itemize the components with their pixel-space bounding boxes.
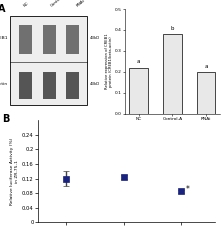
Y-axis label: Relative luciferase Activity (%)
in ZR-75-1: Relative luciferase Activity (%) in ZR-7… bbox=[10, 138, 19, 205]
Text: CREB1: CREB1 bbox=[0, 36, 8, 40]
Bar bbox=[65, 72, 79, 99]
Bar bbox=[43, 72, 56, 99]
Bar bbox=[197, 72, 216, 114]
Text: NC: NC bbox=[23, 1, 30, 8]
Bar bbox=[10, 16, 87, 105]
Text: RNAi: RNAi bbox=[76, 0, 86, 8]
Text: 43kD: 43kD bbox=[90, 82, 100, 86]
Text: B: B bbox=[2, 114, 10, 124]
Text: a: a bbox=[204, 64, 208, 69]
X-axis label: Different treatments in MCF-7 cell: Different treatments in MCF-7 cell bbox=[141, 124, 204, 128]
Bar bbox=[163, 34, 182, 113]
Text: A: A bbox=[0, 4, 5, 14]
Text: Control-A: Control-A bbox=[50, 0, 67, 8]
Text: a: a bbox=[137, 59, 141, 64]
Text: 43kD: 43kD bbox=[90, 36, 100, 40]
Y-axis label: Relative expression of CREB1
protein (CREB1/beta-actin): Relative expression of CREB1 protein (CR… bbox=[105, 33, 113, 89]
Bar bbox=[65, 25, 79, 54]
Bar bbox=[43, 25, 56, 54]
Text: *: * bbox=[186, 185, 189, 194]
Text: b: b bbox=[171, 26, 174, 31]
Text: β-actin: β-actin bbox=[0, 82, 8, 86]
Bar bbox=[19, 25, 32, 54]
Bar bbox=[129, 68, 148, 114]
Bar bbox=[19, 72, 32, 99]
